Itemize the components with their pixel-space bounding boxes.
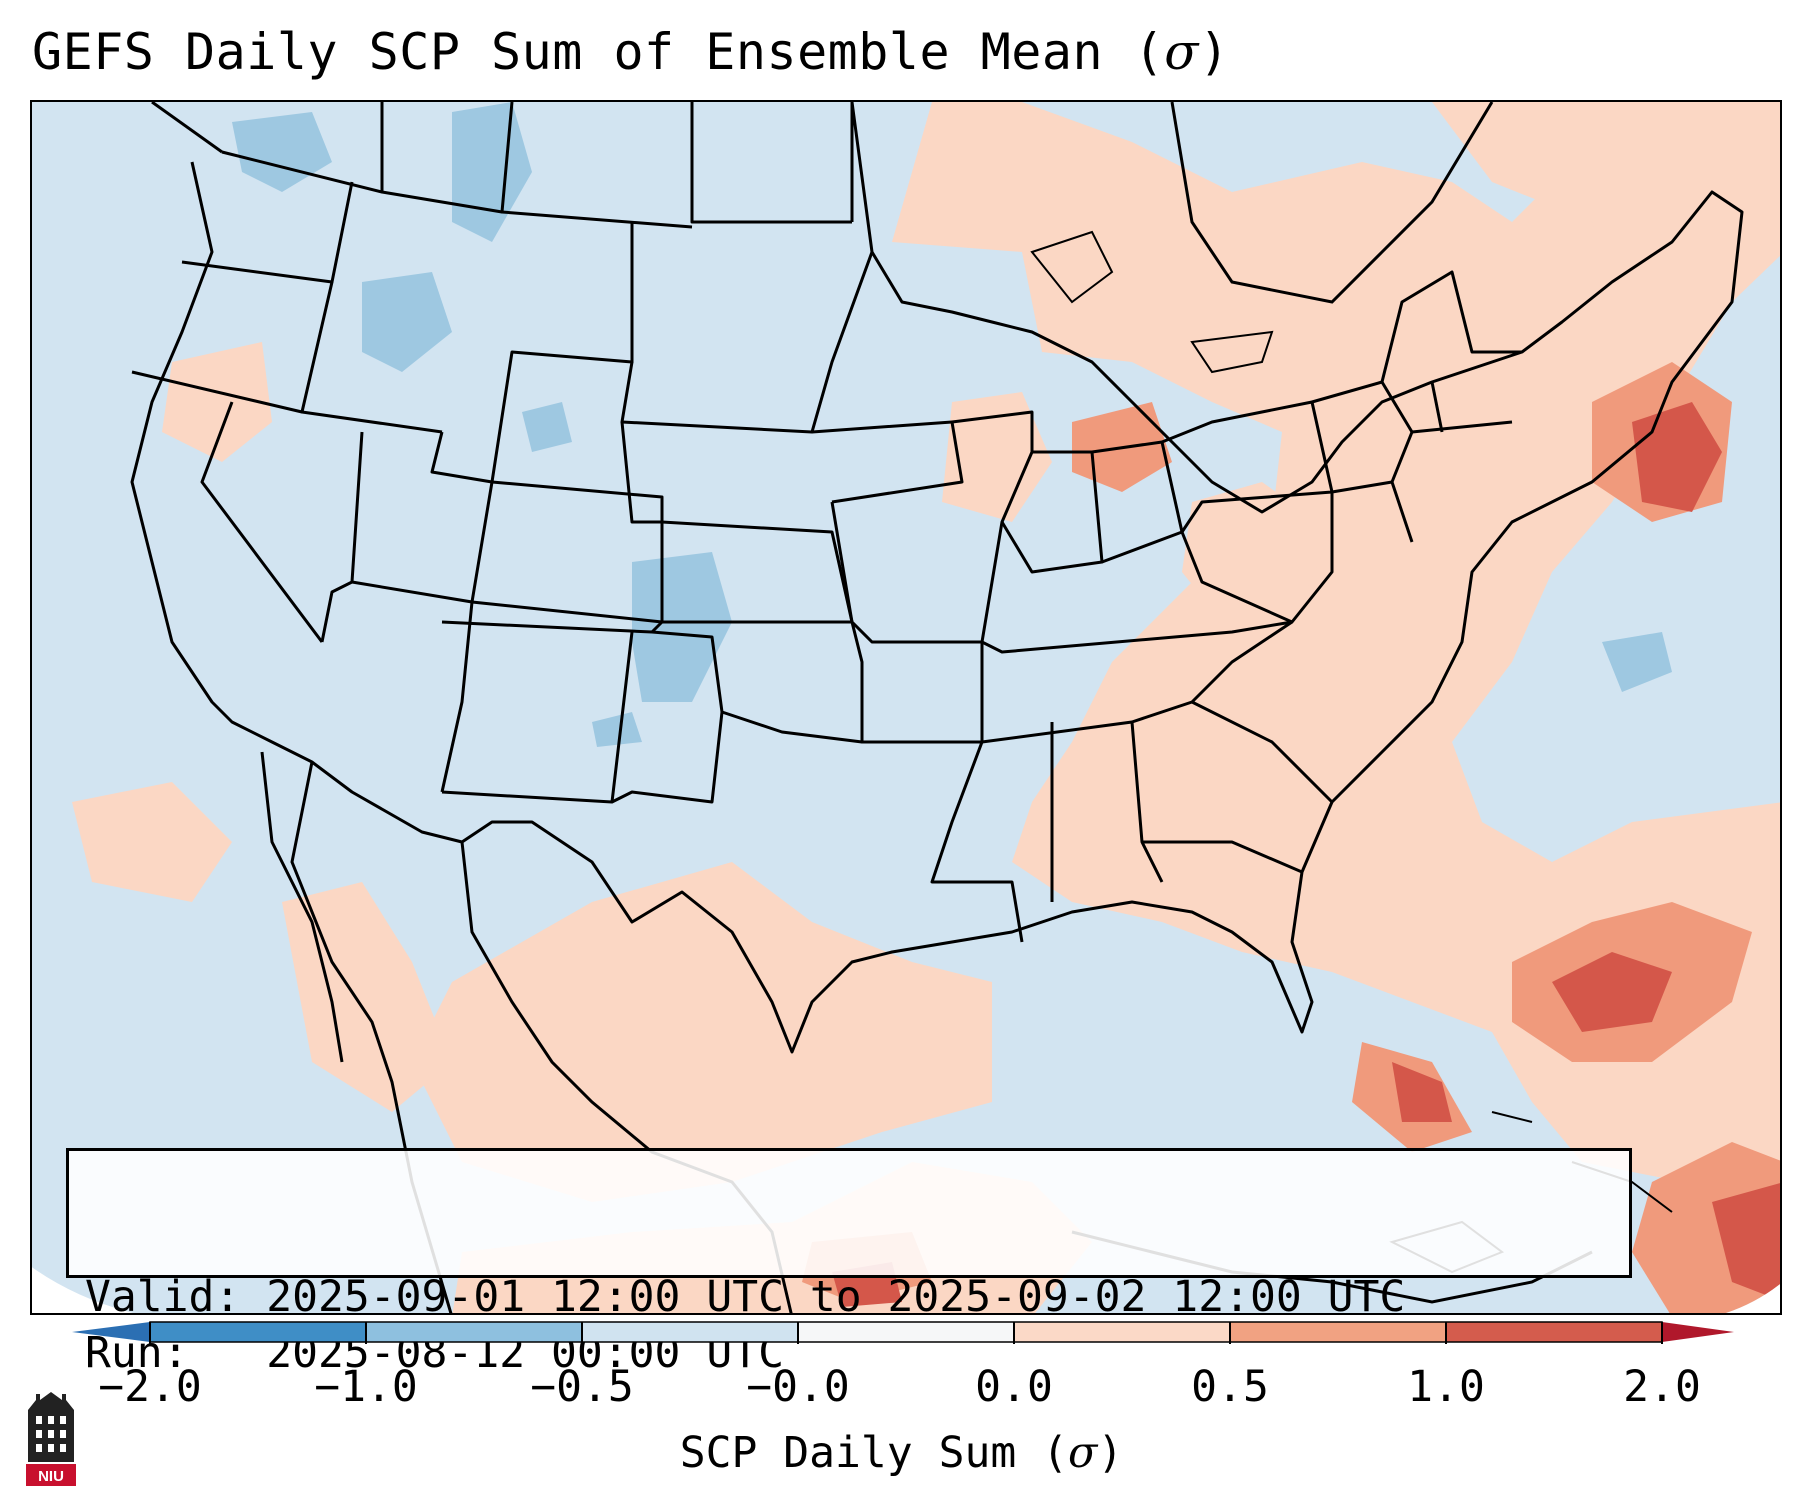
colorbar-tick-label: 0.5 bbox=[1191, 1362, 1269, 1412]
colorbar-tick-label: −0.5 bbox=[530, 1362, 634, 1412]
map-panel[interactable] bbox=[30, 100, 1782, 1315]
chart-title: GEFS Daily SCP Sum of Ensemble Mean (σ) bbox=[32, 23, 1230, 81]
colorbar-segment bbox=[150, 1322, 366, 1342]
colorbar bbox=[72, 1321, 1734, 1344]
state-boundaries bbox=[130, 102, 1744, 1054]
colorbar-tick-marks bbox=[149, 1322, 1663, 1344]
colorbar-tick-label: −0.0 bbox=[746, 1362, 850, 1412]
colorbar-label: SCP Daily Sum (σ) bbox=[679, 1428, 1124, 1478]
colorbar-tick-label: −2.0 bbox=[98, 1362, 202, 1412]
logo-text: NIU bbox=[38, 1468, 64, 1485]
colorbar-tick-label: 2.0 bbox=[1623, 1362, 1701, 1412]
scp-map bbox=[32, 102, 1780, 1313]
colorbar-segment bbox=[1230, 1322, 1446, 1342]
colorbar-tick-label: 1.0 bbox=[1407, 1362, 1485, 1412]
colorbar-over-arrow bbox=[1662, 1322, 1734, 1342]
validity-info-box: Valid: 2025-09-01 12:00 UTC to 2025-09-0… bbox=[66, 1148, 1632, 1378]
colorbar-tick-label: −1.0 bbox=[314, 1362, 418, 1412]
colorbar-segment bbox=[798, 1322, 1014, 1342]
colorbar-tick-label: 0.0 bbox=[975, 1362, 1053, 1412]
colorbar-segment bbox=[1014, 1322, 1230, 1342]
colorbar-segment bbox=[366, 1322, 582, 1342]
colorbar-segment bbox=[1446, 1322, 1662, 1342]
positive-anomaly-regions bbox=[72, 102, 1780, 1313]
niu-logo: NIU bbox=[26, 1392, 76, 1486]
negative-anomaly-regions bbox=[232, 102, 1672, 747]
valid-time: Valid: 2025-09-01 12:00 UTC to 2025-09-0… bbox=[85, 1272, 1406, 1322]
colorbar-under-arrow bbox=[72, 1322, 150, 1342]
colorbar-segment bbox=[582, 1322, 798, 1342]
